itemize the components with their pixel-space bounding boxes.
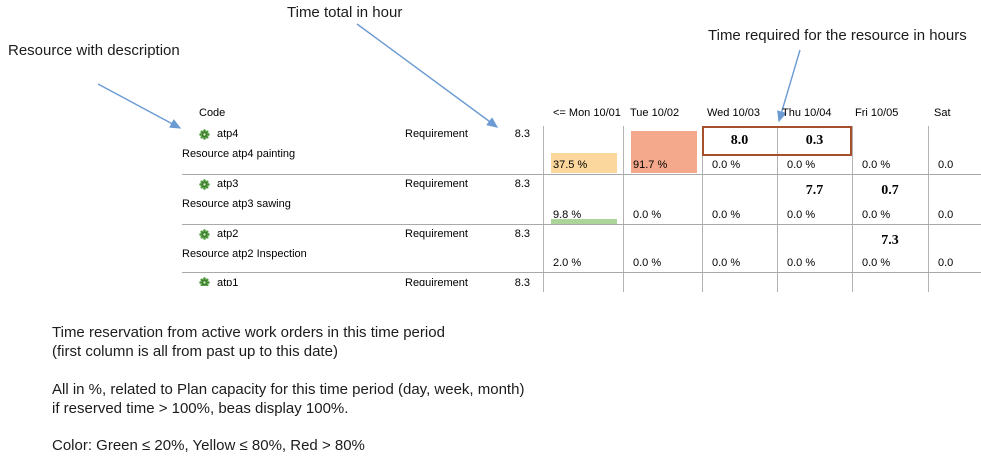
row-type-label: Requirement xyxy=(405,178,468,190)
day-cell[interactable]: 9.8 % xyxy=(543,175,623,225)
row-type-label: Requirement xyxy=(405,277,468,286)
resource-gear-icon xyxy=(199,277,210,286)
row-type-label: Requirement xyxy=(405,228,468,240)
grid-line xyxy=(928,126,929,292)
annotation-time-required: Time required for the resource in hours xyxy=(708,27,967,44)
day-cell[interactable]: 37.5 % xyxy=(543,125,623,175)
day-cell[interactable]: 7.3 0.0 % xyxy=(852,225,928,273)
day-cell[interactable]: 0.0 % xyxy=(623,225,702,273)
arrow-time-total-icon xyxy=(356,23,499,128)
note-line: (first column is all from past up to thi… xyxy=(52,343,338,360)
reservation-percent: 0.0 % xyxy=(633,209,662,221)
time-total-value: 8.3 xyxy=(514,277,530,286)
column-header-fri: Fri 10/05 xyxy=(855,107,899,119)
reservation-percent: 37.5 % xyxy=(553,159,588,171)
required-hours-highlight-box xyxy=(702,126,852,156)
column-header-mon: <= Mon 10/01 xyxy=(553,107,621,119)
reservation-percent: 0.0 % xyxy=(712,159,741,171)
reservation-percent: 0.0 % xyxy=(787,209,816,221)
grid-line xyxy=(777,126,778,292)
required-hours: 0.7 xyxy=(881,183,899,198)
table-row[interactable]: atp4 Requirement 8.3 Resource atp4 paint… xyxy=(182,125,981,175)
capacity-bar-red xyxy=(631,131,697,173)
column-header-thu: Thu 10/04 xyxy=(782,107,832,119)
time-total-value: 8.3 xyxy=(514,128,530,140)
day-cell[interactable]: 0.0 % xyxy=(702,225,777,273)
column-header-code: Code xyxy=(199,107,226,119)
day-cell[interactable]: 0.0 % xyxy=(623,175,702,225)
resource-code: atp3 xyxy=(217,178,239,190)
grid-line xyxy=(182,272,981,273)
reservation-percent: 0.0 % xyxy=(712,257,741,269)
day-cell[interactable]: 0.0 xyxy=(928,175,981,225)
day-cell[interactable]: 8.0 0.0 % xyxy=(702,125,777,175)
annotation-time-total: Time total in hour xyxy=(287,4,403,21)
reservation-percent: 0.0 xyxy=(938,209,954,221)
note-line: Time reservation from active work orders… xyxy=(52,324,445,341)
required-hours: 8.0 xyxy=(730,133,749,148)
resource-gear-icon xyxy=(199,129,210,140)
capacity-bar-green xyxy=(551,219,617,224)
reservation-percent: 0.0 % xyxy=(862,209,891,221)
note-line: if reserved time > 100%, beas display 10… xyxy=(52,400,349,417)
resource-description: Resource atp2 Inspection xyxy=(182,248,307,260)
reservation-percent: 0.0 % xyxy=(862,159,891,171)
reservation-percent: 0.0 % xyxy=(787,257,816,269)
table-row[interactable]: atp3 Requirement 8.3 Resource atp3 sawin… xyxy=(182,175,981,225)
required-hours: 0.3 xyxy=(805,133,824,148)
column-header-sat: Sat xyxy=(934,107,951,119)
day-cell[interactable]: 7.7 0.0 % xyxy=(777,175,852,225)
grid-line xyxy=(543,126,544,292)
arrow-resource-icon xyxy=(97,83,182,129)
capacity-bar-yellow xyxy=(551,153,617,173)
day-cell[interactable]: 0.0 xyxy=(928,125,981,175)
reservation-percent: 9.8 % xyxy=(553,209,582,221)
note-line: Color: Green ≤ 20%, Yellow ≤ 80%, Red > … xyxy=(52,437,365,454)
column-header-wed: Wed 10/03 xyxy=(707,107,761,119)
reservation-percent: 0.0 xyxy=(938,159,954,171)
reservation-percent: 0.0 % xyxy=(787,159,816,171)
table-row[interactable]: atp2 Requirement 8.3 Resource atp2 Inspe… xyxy=(182,225,981,273)
resource-gear-icon xyxy=(199,179,210,190)
resource-gear-icon xyxy=(199,229,210,240)
time-total-value: 8.3 xyxy=(514,228,530,240)
grid-line xyxy=(852,126,853,292)
reservation-percent: 0.0 % xyxy=(862,257,891,269)
grid-line xyxy=(702,126,703,292)
resource-code: atp4 xyxy=(217,128,239,140)
grid-line xyxy=(182,174,981,175)
resource-description: Resource atp3 sawing xyxy=(182,198,291,210)
day-cell[interactable]: 2.0 % xyxy=(543,225,623,273)
grid-line xyxy=(182,224,981,225)
day-cell[interactable]: 91.7 % xyxy=(623,125,702,175)
day-cell[interactable]: 0.0 xyxy=(928,225,981,273)
day-cell[interactable]: 0.0 % xyxy=(852,125,928,175)
reservation-percent: 0.0 xyxy=(938,257,954,269)
required-hours: 7.7 xyxy=(805,183,824,198)
required-hours: 7.3 xyxy=(881,233,899,248)
resource-description: Resource atp4 painting xyxy=(182,148,296,160)
row-type-label: Requirement xyxy=(405,128,468,140)
reservation-percent: 91.7 % xyxy=(633,159,668,171)
resource-code: atp1 xyxy=(217,277,239,286)
note-line: All in %, related to Plan capacity for t… xyxy=(52,381,525,398)
reservation-percent: 0.0 % xyxy=(712,209,741,221)
reservation-percent: 2.0 % xyxy=(553,257,582,269)
day-cell[interactable]: 0.7 0.0 % xyxy=(852,175,928,225)
day-cell[interactable]: 0.0 % xyxy=(702,175,777,225)
time-total-value: 8.3 xyxy=(514,178,530,190)
table-row[interactable]: atp1 Requirement 8.3 xyxy=(182,273,981,286)
reservation-percent: 0.0 % xyxy=(633,257,662,269)
day-cell[interactable]: 0.3 0.0 % xyxy=(777,125,852,175)
column-header-tue: Tue 10/02 xyxy=(630,107,680,119)
grid-line xyxy=(623,126,624,292)
annotation-resource-with-description: Resource with description xyxy=(8,42,180,59)
resource-code: atp2 xyxy=(217,228,239,240)
day-cell[interactable]: 0.0 % xyxy=(777,225,852,273)
